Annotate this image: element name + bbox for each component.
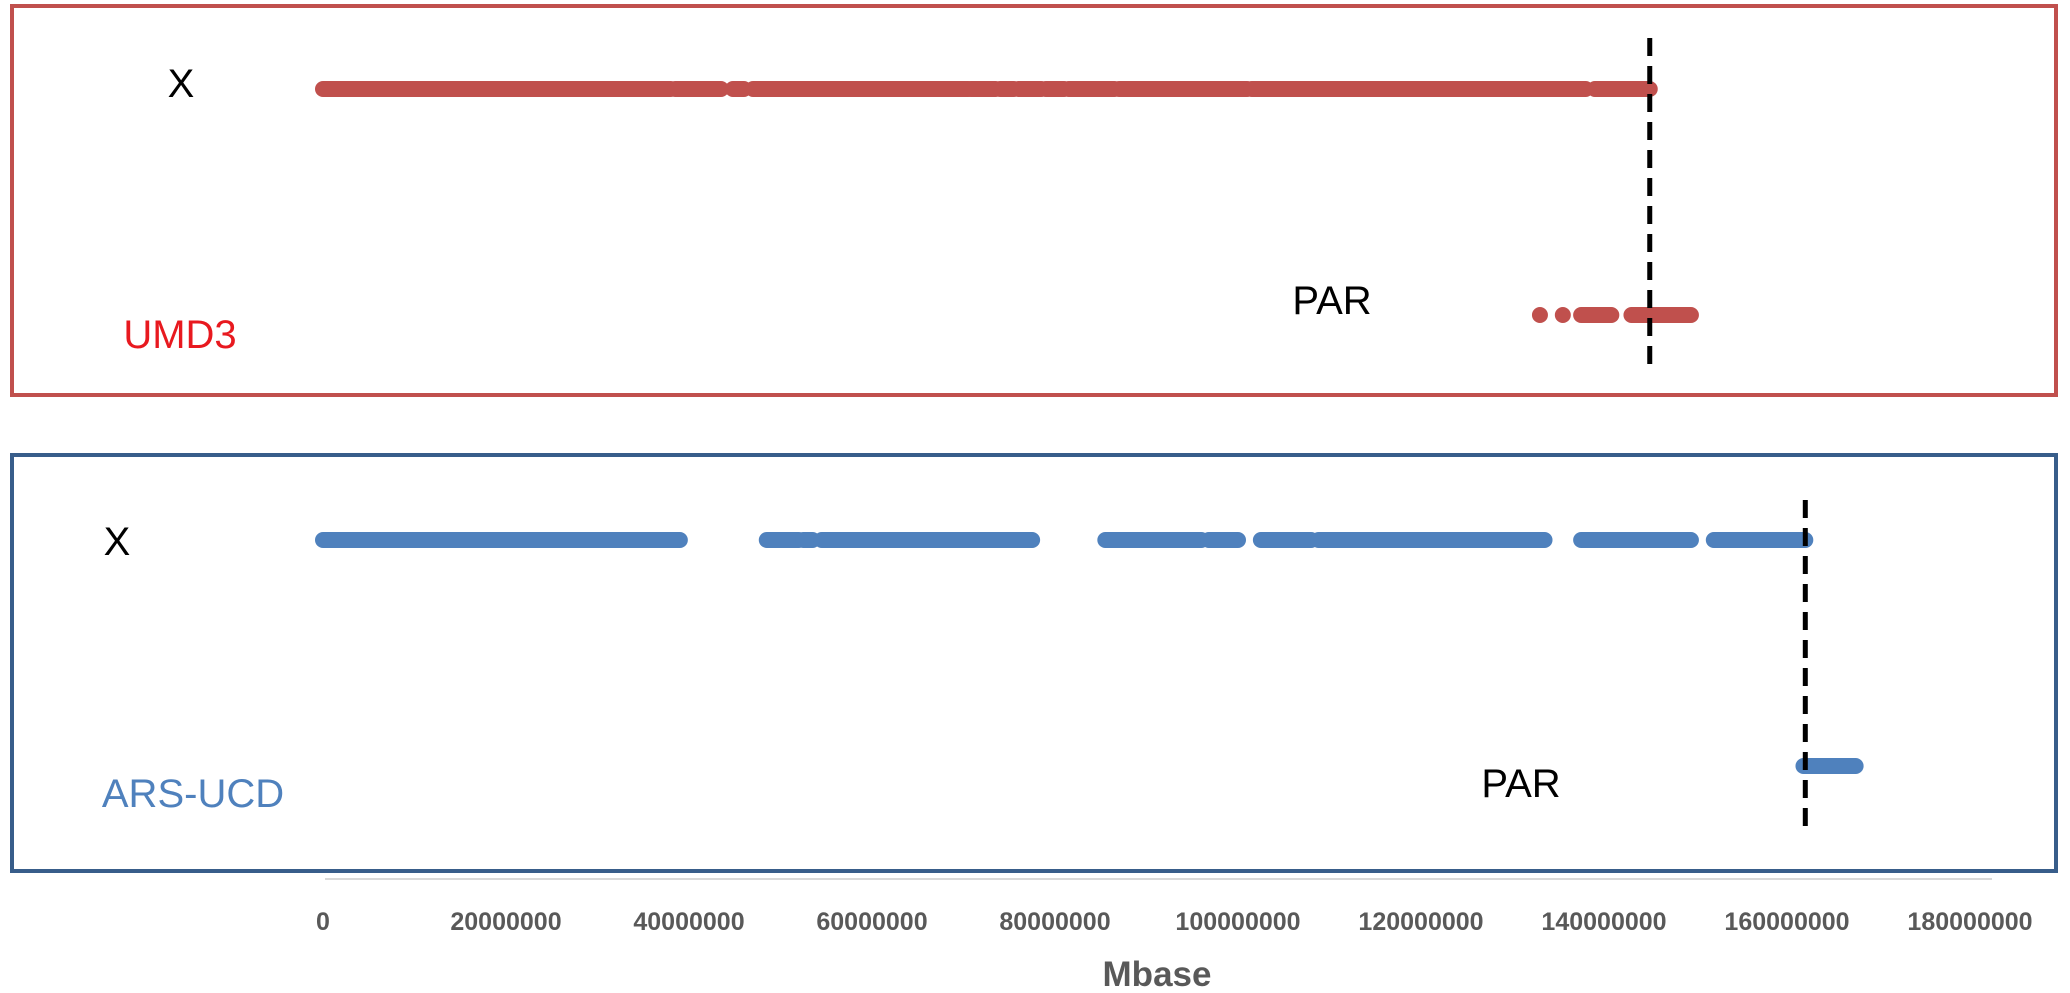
row-label-par: PAR (1481, 762, 1560, 806)
x-tick-label: 60000000 (816, 908, 927, 936)
row-label-x: X (104, 520, 131, 564)
x-tick-label: 80000000 (999, 908, 1110, 936)
par-row-point (1531, 307, 1548, 323)
x-tick-label: 0 (316, 908, 330, 936)
x-tick-label: 160000000 (1724, 908, 1849, 936)
x-tick-label: 100000000 (1175, 908, 1300, 936)
x-tick-label: 120000000 (1358, 908, 1483, 936)
panel-ars-ucd: X PAR ARS-UCD (10, 453, 2058, 873)
panel-frame (10, 4, 2058, 397)
row-label-par: PAR (1292, 279, 1371, 323)
assembly-label: UMD3 (123, 313, 236, 357)
par-row-point (1554, 307, 1571, 323)
panel-frame (10, 453, 2058, 873)
panel-umd3: X PAR UMD3 (10, 4, 2058, 397)
x-tick-label: 40000000 (633, 908, 744, 936)
row-label-x: X (168, 62, 195, 106)
assembly-label: ARS-UCD (102, 772, 284, 816)
x-tick-label: 20000000 (450, 908, 561, 936)
x-axis-ticks: 0 20000000 40000000 60000000 80000000 1000000… (316, 908, 2033, 936)
x-tick-label: 180000000 (1907, 908, 2032, 936)
x-tick-label: 140000000 (1541, 908, 1666, 936)
x-axis-title: Mbase (1103, 955, 1212, 993)
panels: X PAR UMD3 X PAR ARS-UCD (10, 4, 2058, 873)
